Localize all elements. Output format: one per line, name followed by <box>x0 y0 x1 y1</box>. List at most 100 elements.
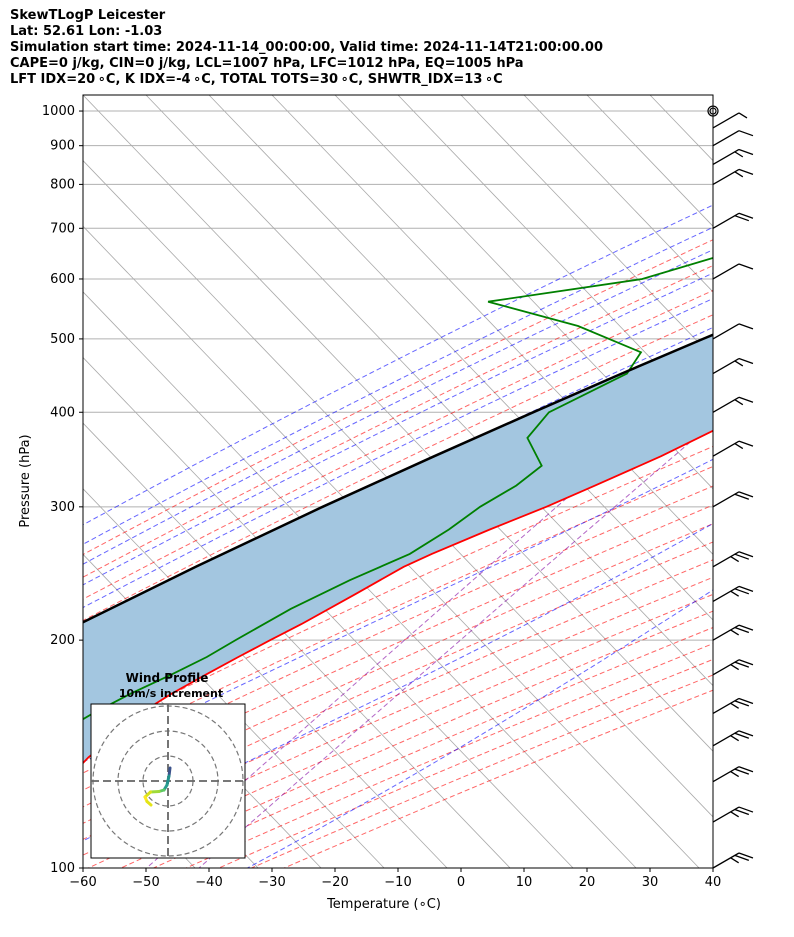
wind-barb-staff <box>712 440 740 457</box>
calm-wind-circle <box>709 107 717 115</box>
wind-barb-flag <box>730 664 740 671</box>
y-tick-label: 400 <box>50 405 75 420</box>
wind-barb-flag <box>738 624 754 631</box>
isotherm-line <box>334 95 713 490</box>
wind-barb-flag <box>730 702 740 709</box>
y-tick-label: 300 <box>50 500 75 515</box>
moist-adiabat <box>83 297 713 609</box>
wind-barb-flag <box>738 112 748 119</box>
wind-barb-flag <box>730 857 740 864</box>
wind-barb-flag <box>738 148 754 156</box>
wind-barb-staff <box>712 551 740 568</box>
x-tick-label: 20 <box>579 875 596 890</box>
wind-barb-flag <box>738 357 754 365</box>
x-tick-label: −40 <box>195 875 222 890</box>
wind-barb-flag <box>734 443 744 450</box>
wind-barb-flag <box>730 590 740 597</box>
wind-barb-flag <box>734 768 750 775</box>
isotherm-line <box>83 291 637 868</box>
axes-layer: −60 −50 −40 −30 −20 −10 0 10 20 30 40 1000 900 800 700… <box>42 104 721 890</box>
wind-barb-flag <box>738 263 754 270</box>
wind-barb-flag <box>730 735 740 742</box>
y-tick-label: 800 <box>50 177 75 192</box>
wind-barb-flag <box>734 171 744 178</box>
indices-line: LFT IDX=20 ∘C, K IDX=-4 ∘C, TOTAL TOTS=3… <box>10 72 503 87</box>
dry-adiabat <box>83 289 713 600</box>
location-line: Lat: 52.61 Lon: -1.03 <box>10 24 163 39</box>
hodograph-inset: Wind Profile 10m/s increment <box>90 671 246 859</box>
wind-barb-flag <box>738 730 754 737</box>
y-axis-label: Pressure (hPa) <box>18 434 33 527</box>
isotherm-line <box>712 95 713 96</box>
wind-barb-staff <box>712 806 740 823</box>
wind-barb-staff <box>712 212 740 229</box>
wind-barb-flag <box>738 491 754 498</box>
wind-barb-flag <box>730 811 740 818</box>
wind-barb-flag <box>738 168 754 176</box>
wind-barb-staff <box>712 491 740 508</box>
cape-line: CAPE=0 j/kg, CIN=0 j/kg, LCL=1007 hPa, L… <box>10 56 524 71</box>
wind-barb-staff <box>712 357 740 375</box>
wind-barb-flag <box>738 130 754 137</box>
wind-barb-flag <box>738 806 754 813</box>
wind-barb-flag <box>734 360 744 367</box>
x-tick-label: 0 <box>457 875 465 890</box>
x-tick-label: 10 <box>516 875 533 890</box>
wind-barb-staff <box>712 112 740 129</box>
wind-barb-staff <box>712 148 740 166</box>
hodograph-body <box>91 704 245 858</box>
wind-barb-flag <box>738 697 754 705</box>
wind-barb-staff <box>712 168 740 185</box>
parcel-profile-line <box>83 333 713 624</box>
wind-barb-flag <box>738 766 754 773</box>
x-axis-label: Temperature (∘C) <box>326 897 441 912</box>
wind-barb-flag <box>734 215 750 222</box>
isotherm-line <box>397 95 713 424</box>
wind-barb-staff <box>712 766 740 783</box>
isotherm-line <box>83 488 448 868</box>
y-tick-label: 700 <box>50 221 75 236</box>
hodograph-title: Wind Profile <box>126 671 209 685</box>
wind-barbs <box>707 105 754 869</box>
wind-barb-staff <box>712 323 740 340</box>
wind-barb-flag <box>730 556 740 563</box>
wind-barb-staff <box>712 624 740 641</box>
y-tick-label: 200 <box>50 633 75 648</box>
isotherm-line <box>83 356 574 868</box>
wind-barb-flag <box>734 732 750 739</box>
wind-barb-staff <box>712 852 740 869</box>
wind-barb-flag <box>734 399 744 406</box>
isotherm-line <box>460 95 713 359</box>
moist-adiabat <box>83 204 713 526</box>
y-tick-label: 600 <box>50 272 75 287</box>
hodograph-subtitle: 10m/s increment <box>119 687 223 700</box>
wind-barb-flag <box>738 212 754 219</box>
wind-barb-flag <box>734 553 750 560</box>
dewpoint-profile-line <box>83 256 713 721</box>
hodograph-trace-segment <box>165 774 171 787</box>
calm-wind-circle <box>707 105 719 117</box>
isotherm-line <box>271 95 713 555</box>
wind-barb-flag <box>730 770 740 778</box>
x-tick-label: −20 <box>321 875 348 890</box>
hodograph-trace-segment <box>145 800 153 807</box>
dry-adiabat <box>83 485 713 774</box>
dry-adiabat <box>83 523 713 808</box>
mixing-ratio-line <box>146 370 713 868</box>
wind-barb-staff <box>712 697 740 715</box>
isotherm-line <box>523 95 713 293</box>
isotherm-line <box>649 95 713 162</box>
y-tick-label: 100 <box>50 861 75 876</box>
moist-adiabat <box>83 522 713 842</box>
wind-barb-flag <box>734 151 744 158</box>
y-tick-label: 900 <box>50 139 75 154</box>
dry-adiabat <box>83 264 713 578</box>
wind-barb-flag <box>734 808 750 816</box>
wind-barb-flag <box>734 854 750 862</box>
x-tick-label: −30 <box>258 875 285 890</box>
wind-barb-staff <box>712 130 740 147</box>
wind-barb-staff <box>712 263 740 280</box>
isotherm-line <box>83 422 511 868</box>
cin-shading <box>83 334 713 764</box>
